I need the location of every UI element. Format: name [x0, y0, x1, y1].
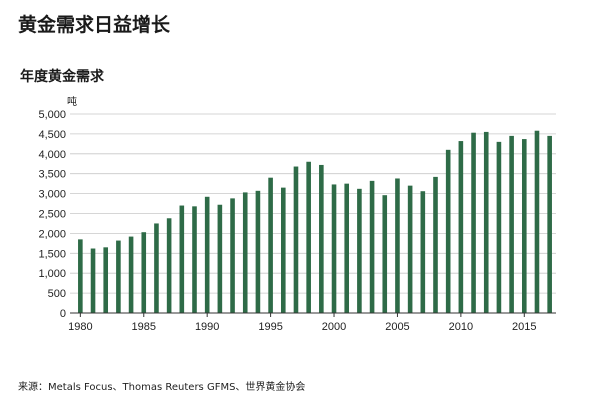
- bar-1989: [192, 206, 197, 313]
- x-tick-label: 1995: [258, 321, 282, 333]
- x-tick-label: 1985: [132, 321, 156, 333]
- y-axis-unit-label: 吨: [67, 97, 77, 108]
- y-tick-labels: 0 500 1,000 1,500 2,000 2,500 3,000 3,500 4,000 4…: [38, 109, 66, 320]
- y-tick-label: 500: [48, 288, 66, 300]
- x-tick-label: 2010: [449, 321, 473, 333]
- x-tick-label: 2000: [322, 321, 346, 333]
- bar-1999: [319, 164, 324, 313]
- bar-1991: [217, 204, 223, 313]
- y-tick-label: 3,000: [38, 189, 66, 201]
- y-tick-label: 2,000: [38, 228, 66, 240]
- bar-1995: [268, 177, 273, 313]
- bar-1980: [78, 239, 83, 313]
- bar-2017: [547, 135, 552, 313]
- bar-1990: [204, 196, 210, 313]
- y-tick-label: 2,500: [38, 209, 66, 221]
- bar-2016: [534, 130, 540, 313]
- source-note: 来源：Metals Focus、Thomas Reuters GFMS、世界黄金…: [18, 382, 306, 393]
- bar-2014: [509, 135, 514, 313]
- bar-2001: [344, 183, 350, 313]
- bar-1993: [242, 192, 248, 313]
- bar-1997: [293, 166, 299, 313]
- x-tick-label: 2005: [385, 321, 409, 333]
- y-tick-label: 5,000: [38, 109, 66, 121]
- chart-title: 年度黄金需求: [20, 69, 104, 85]
- bar-1983: [116, 240, 121, 313]
- bar-1994: [255, 190, 261, 313]
- bar-2004: [382, 195, 388, 313]
- bar-2012: [483, 131, 489, 313]
- page-title: 黄金需求日益增长: [18, 14, 171, 36]
- x-tick-marks: [79, 313, 525, 317]
- y-tick-label: 1,500: [38, 248, 66, 260]
- x-tick-label: 2015: [512, 321, 536, 333]
- bar-2011: [471, 132, 476, 313]
- bar-2002: [357, 188, 362, 313]
- bar-1988: [179, 205, 185, 313]
- bar-1981: [90, 248, 96, 313]
- bar-2015: [521, 139, 527, 313]
- bar-2008: [433, 176, 438, 313]
- y-tick-label: 0: [60, 308, 66, 320]
- bar-1984: [128, 236, 134, 313]
- y-tick-label: 1,000: [38, 268, 66, 280]
- bar-2005: [395, 178, 400, 313]
- bar-2009: [445, 149, 451, 313]
- x-tick-labels: 1980 1985 1990 1995 2000 2005 2010 2015: [68, 321, 536, 333]
- bar-2010: [458, 141, 464, 313]
- x-tick-label: 1990: [195, 321, 219, 333]
- bar-1996: [280, 187, 286, 313]
- bar-1985: [141, 232, 147, 313]
- bar-1998: [306, 161, 311, 313]
- bars: [78, 130, 552, 313]
- bar-2007: [420, 191, 426, 313]
- x-tick-label: 1980: [68, 321, 92, 333]
- bar-2003: [369, 180, 375, 313]
- y-tick-label: 4,500: [38, 129, 66, 141]
- y-tick-label: 3,500: [38, 169, 66, 181]
- bar-2006: [407, 185, 413, 313]
- bar-2000: [331, 184, 337, 313]
- bar-1982: [103, 247, 109, 313]
- y-tick-label: 4,000: [38, 149, 66, 161]
- bar-1987: [166, 218, 172, 313]
- bar-1986: [154, 223, 159, 313]
- bar-2013: [496, 141, 502, 313]
- bar-1992: [230, 198, 235, 313]
